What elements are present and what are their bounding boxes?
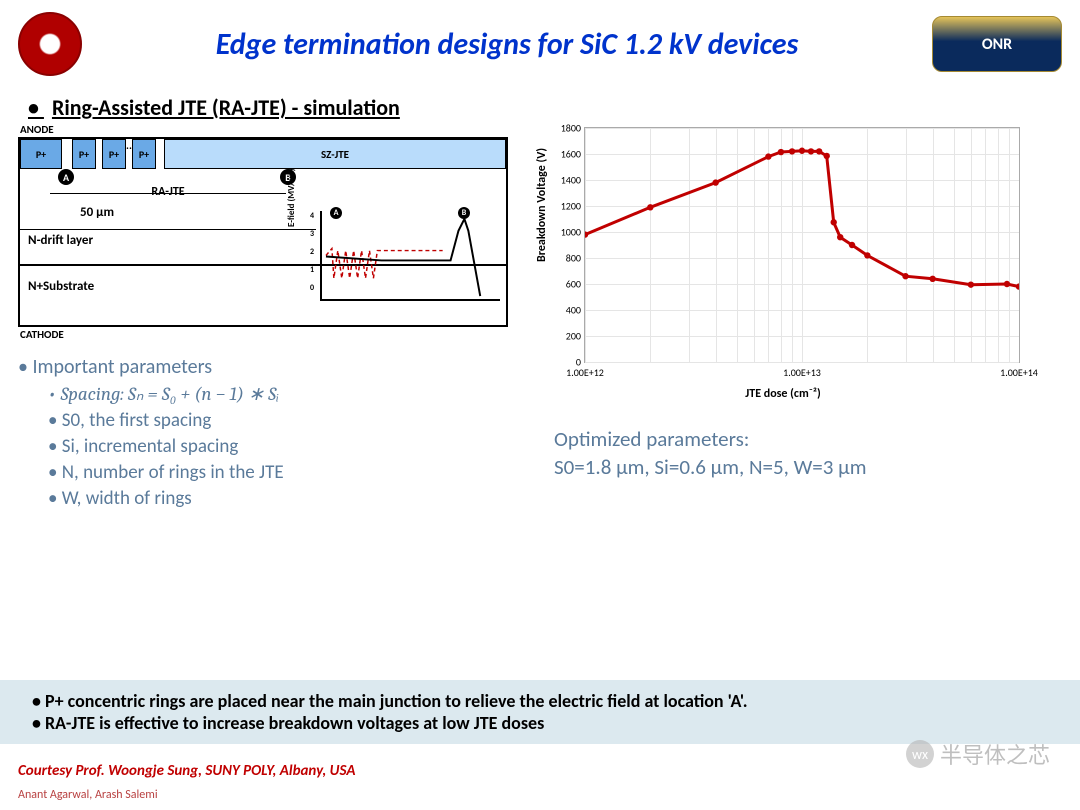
param-item: S0, the first spacing [48,409,508,432]
ytick: 400 [566,304,585,317]
highlight-item: RA-JTE is effective to increase breakdow… [32,712,1048,734]
p-plus-ring: P+ [102,139,126,169]
authors-line: Anant Agarwal, Arash Salemi [18,788,158,802]
param-item: W, width of rings [48,487,508,510]
efield-yticks: 4 3 2 1 0 [310,207,314,297]
watermark-text: 半导体之芯 [940,738,1050,770]
ytick: 200 [566,330,585,343]
p-plus-main: P+ [20,139,62,169]
anode-label: ANODE [20,123,54,136]
ytick: 1400 [561,174,585,187]
marker-a-icon: A [58,169,74,185]
chart-curve [585,128,1019,362]
parameters-list: Important parameters Spacing: Sₙ = S₀ + … [18,355,508,510]
ra-jte-label: RA-JTE [50,185,286,203]
chart-xlabel: JTE dose (cm⁻²) [745,387,820,401]
courtesy-line: Courtesy Prof. Woongje Sung, SUNY POLY, … [18,762,355,780]
p-plus-ring: P+ [132,139,156,169]
ytick: 800 [566,252,585,265]
p-plus-ring: P+ [72,139,96,169]
ytick: 600 [566,277,585,290]
n-drift-label: N-drift layer [28,233,93,248]
xtick: 1.00E+14 [1000,362,1038,379]
optim-line2: S0=1.8 µm, Si=0.6 µm, N=5, W=3 µm [554,453,1062,481]
ytick: 1800 [561,122,585,135]
ytick: 1600 [561,148,585,161]
cathode-label: CATHODE [20,328,64,341]
sz-jte-region: SZ-JTE [164,139,506,169]
chart-ylabel: Breakdown Voltage (V) [535,148,549,262]
param-item: Spacing: Sₙ = S₀ + (n − 1) ∗ Sᵢ [48,383,508,406]
optim-line1: Optimized parameters: [554,425,1062,453]
watermark: wx 半导体之芯 [906,738,1050,770]
slide-header: OSU Edge termination designs for SiC 1.2… [0,0,1080,82]
slide-title: Edge termination designs for SiC 1.2 kV … [96,26,918,63]
highlight-item: P+ concentric rings are placed near the … [32,690,1048,712]
parameters-header: Important parameters [18,355,508,379]
dimension-label: 50 µm [80,205,114,220]
xtick: 1.00E+12 [566,362,604,379]
wechat-icon: wx [906,740,934,768]
efield-curve [322,211,500,300]
ytick: 1000 [561,226,585,239]
optimized-parameters: Optimized parameters: S0=1.8 µm, Si=0.6 … [554,425,1062,482]
efield-inset-chart: E-field (MV/cm) 4 3 2 1 0 A B [320,211,500,301]
device-schematic: ANODE CATHODE P+ P+ P+ .. P+ SZ-JTE A B … [18,137,508,327]
ytick: 1200 [561,199,585,212]
efield-ylabel: E-field (MV/cm) [286,168,297,227]
n-substrate-label: N+Substrate [28,279,94,294]
highlight-box: P+ concentric rings are placed near the … [0,680,1080,744]
osu-logo-icon: OSU [18,12,82,76]
section-subtitle: Ring-Assisted JTE (RA-JTE) - simulation [52,94,400,121]
param-item: Si, incremental spacing [48,435,508,458]
param-item: N, number of rings in the JTE [48,461,508,484]
breakdown-voltage-chart: Breakdown Voltage (V) JTE dose (cm⁻²) 02… [528,117,1038,407]
xtick: 1.00E+13 [783,362,821,379]
onr-logo-icon: ONR [932,16,1062,72]
